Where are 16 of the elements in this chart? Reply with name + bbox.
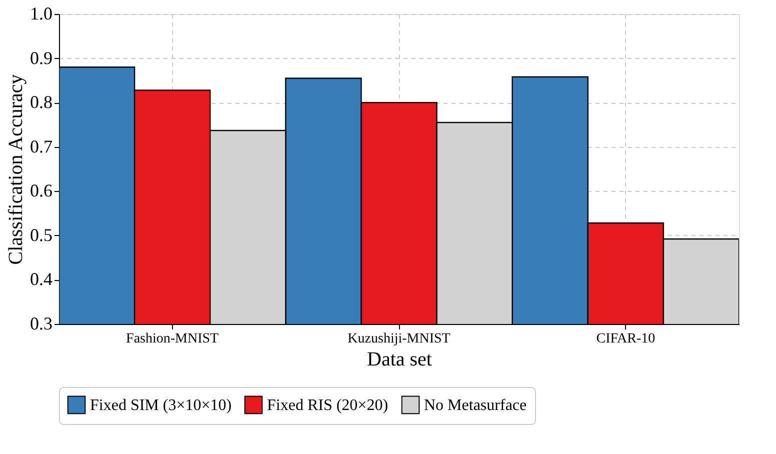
- x-tick-label: CIFAR-10: [596, 332, 656, 346]
- y-tick-label: 0.7: [30, 136, 52, 156]
- y-axis-title: Classification Accuracy: [5, 74, 27, 265]
- y-tick-label: 0.4: [30, 269, 52, 290]
- legend-label: Fixed RIS (20×20): [267, 396, 388, 414]
- y-tick-label: 0.3: [30, 314, 52, 334]
- legend-label: No Metasurface: [424, 396, 527, 414]
- y-tick-label: 0.9: [30, 48, 52, 68]
- x-axis-title: Data set: [367, 348, 432, 370]
- y-tick-label: 0.6: [30, 180, 52, 201]
- x-tick-label: Kuzushiji-MNIST: [348, 332, 451, 346]
- y-tick-label: 0.5: [30, 224, 52, 245]
- y-tick-label: 0.8: [30, 92, 52, 112]
- x-tick-label: Fashion-MNIST: [126, 332, 220, 346]
- legend-label: Fixed SIM (3×10×10): [90, 396, 232, 414]
- y-tick-label: 1.0: [30, 4, 52, 24]
